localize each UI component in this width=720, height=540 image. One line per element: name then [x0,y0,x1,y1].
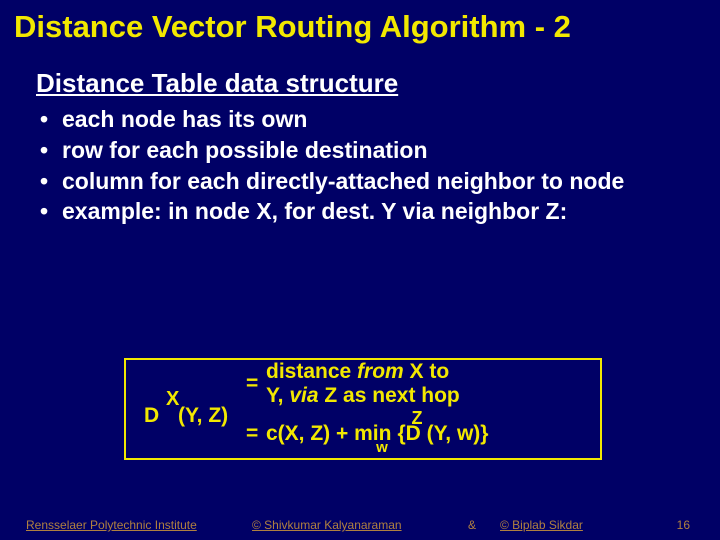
min-subscript-w: w [376,439,388,456]
footer-center: © Shivkumar Kalyanaraman [252,518,402,532]
formula-definition-line: distance from X to Y, via Z as next hop [266,360,460,408]
text: Y, [266,384,289,407]
slide-title: Distance Vector Routing Algorithm - 2 [14,10,706,44]
min-operator: minw [354,422,391,446]
slide: Distance Vector Routing Algorithm - 2 Di… [0,0,720,540]
bullet-list: each node has its own row for each possi… [36,105,706,226]
bullet-item: row for each possible destination [36,136,706,165]
bullet-item: column for each directly-attached neighb… [36,167,706,196]
slide-footer: Rensselaer Polytechnic Institute © Shivk… [0,510,720,534]
footer-page-number: 16 [677,518,690,532]
formula-math-line: c(X, Z) + minw {DZ (Y, w)} [266,422,488,446]
bullet-item: each node has its own [36,105,706,134]
brace-D: {DZ [397,422,420,445]
text-italic: from [357,360,404,383]
text: distance [266,360,357,383]
equals-sign-2: = [246,422,258,446]
text-italic: via [289,384,318,407]
footer-left: Rensselaer Polytechnic Institute [26,518,197,532]
superscript-Z: Z [411,408,422,429]
formula-D: D [144,404,159,428]
footer-right: © Biplab Sikdar [500,518,583,532]
slide-subtitle: Distance Table data structure [36,68,706,99]
formula-left: D X (Y, Z) [144,382,234,442]
equals-sign-1: = [246,372,258,396]
text: c(X, Z) + [266,422,354,445]
bullet-item: example: in node X, for dest. Y via neig… [36,197,706,226]
formula-args: (Y, Z) [178,404,228,428]
text: (Y, w)} [421,422,489,445]
text: Z as next hop [319,384,460,407]
formula-box: D X (Y, Z) = distance from X to Y, via Z… [124,358,602,460]
footer-ampersand: & [468,518,476,532]
text: X to [404,360,450,383]
